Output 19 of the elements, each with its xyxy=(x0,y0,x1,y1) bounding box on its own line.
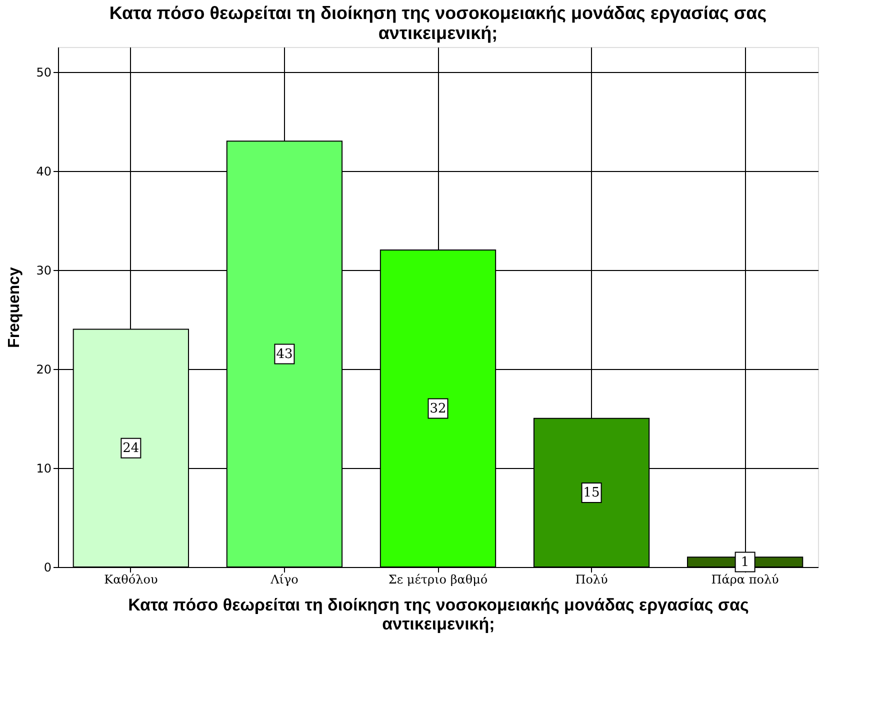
data-label: 24 xyxy=(122,441,140,456)
x-tick-label: Σε μέτριο βαθμό xyxy=(388,572,488,586)
data-label: 32 xyxy=(430,402,446,417)
data-label: 1 xyxy=(740,555,750,570)
y-axis-title: Frequency xyxy=(6,266,24,348)
y-tick-label: 20 xyxy=(36,362,52,376)
data-label: 43 xyxy=(276,347,293,362)
y-tick-label: 0 xyxy=(44,560,52,574)
x-tick-label: Καθόλου xyxy=(104,572,158,586)
data-label: 15 xyxy=(583,486,600,501)
y-tick-label: 50 xyxy=(36,65,52,80)
x-axis-title: Κατα πόσο θεωρείται τη διοίκηση της νοσοκομειακής μονάδας εργασίας σας αντικειμενική; xyxy=(128,596,749,634)
chart-title: Κατα πόσο θεωρείται τη διοίκηση της νοσοκομειακής μονάδας εργασίας σας αντικειμενική; xyxy=(109,3,767,43)
y-tick-label: 30 xyxy=(36,263,52,278)
x-tick-label: Πάρα πολύ xyxy=(711,572,779,586)
y-tick-label: 10 xyxy=(36,461,52,476)
x-tick-label: Λίγο xyxy=(270,572,298,586)
x-tick-label: Πολύ xyxy=(575,572,608,586)
y-tick-label: 40 xyxy=(36,164,52,178)
